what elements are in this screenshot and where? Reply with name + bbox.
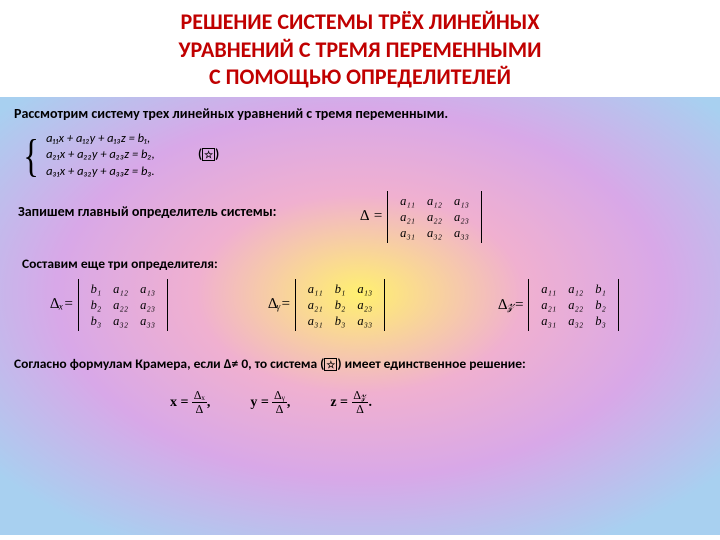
main-determinant-text: Запишем главный определитель системы: — [18, 203, 277, 220]
title-line-2: УРАВНЕНИЙ С ТРЕМЯ ПЕРЕМЕННЫМИ — [20, 36, 700, 64]
equation-1: a₁₁x + a₁₂y + a₁₃z = b₁, — [46, 131, 155, 148]
delta-z-label: ∆𝓏= — [498, 296, 524, 314]
determinant-y: ∆ᵧ= a₁₁b₁a₁₃a₂₁b₂a₂₃a₃₁b₃a₃₃ — [268, 279, 385, 332]
equation-3: a₃₁x + a₃₂y + a₃₃z = b₃. — [46, 164, 155, 181]
equation-2: a₂₁x + a₂₂y + a₂₃z = b₂, — [46, 147, 155, 164]
slide-title: РЕШЕНИЕ СИСТЕМЫ ТРЁХ ЛИНЕЙНЫХ УРАВНЕНИЙ … — [0, 0, 720, 97]
main-matrix: a₁₁a₁₂a₁₃a₂₁a₂₂a₂₃a₃₁a₃₂a₃₃ — [387, 191, 482, 244]
matrix-y: a₁₁b₁a₁₃a₂₁b₂a₂₃a₃₁b₃a₃₃ — [295, 279, 386, 332]
cramer-text-pre: Согласно формулам Крамера, если ∆≠ 0, то… — [14, 355, 324, 372]
star-icon-inline: ☆ — [324, 358, 337, 371]
cramer-formulas: x = ∆ₓ∆, y = ∆ᵧ∆, z = ∆𝓏∆. — [170, 389, 372, 416]
determinant-z: ∆𝓏= a₁₁a₁₂b₁a₂₁a₂₂b₂a₃₁a₃₂b₃ — [498, 279, 619, 332]
title-line-3: С ПОМОЩЬЮ ОПРЕДЕЛИТЕЛЕЙ — [20, 63, 700, 91]
delta-y-label: ∆ᵧ= — [268, 296, 291, 313]
intro-text: Рассмотрим систему трех линейных уравнен… — [14, 105, 448, 122]
main-determinant: ∆ = a₁₁a₁₂a₁₃a₂₁a₂₂a₂₃a₃₁a₃₂a₃₃ — [360, 191, 482, 244]
content-area: Рассмотрим систему трех линейных уравнен… — [0, 97, 720, 535]
cramer-text: Согласно формулам Крамера, если ∆≠ 0, то… — [14, 355, 526, 372]
cramer-text-post: ) имеет единственное решение: — [337, 355, 525, 372]
formula-z: z = ∆𝓏∆. — [330, 389, 372, 416]
title-line-1: РЕШЕНИЕ СИСТЕМЫ ТРЁХ ЛИНЕЙНЫХ — [20, 8, 700, 36]
matrix-x: b₁a₁₂a₁₃b₂a₂₂a₂₃b₃a₃₂a₃₃ — [78, 279, 169, 332]
delta-label: ∆ = — [360, 208, 383, 225]
star-icon: ☆ — [202, 148, 215, 161]
delta-x-label: ∆ₓ= — [50, 296, 74, 313]
formula-y: y = ∆ᵧ∆, — [250, 389, 290, 416]
left-brace-icon: { — [23, 133, 38, 179]
equation-system: { a₁₁x + a₁₂y + a₁₃z = b₁, a₂₁x + a₂₂y +… — [20, 131, 155, 182]
formula-x: x = ∆ₓ∆, — [170, 389, 210, 416]
matrix-z: a₁₁a₁₂b₁a₂₁a₂₂b₂a₃₁a₃₂b₃ — [528, 279, 619, 332]
star-marker: (☆) — [198, 147, 219, 162]
determinant-x: ∆ₓ= b₁a₁₂a₁₃b₂a₂₂a₂₃b₃a₃₂a₃₃ — [50, 279, 168, 332]
three-determinants-text: Составим еще три определителя: — [22, 255, 218, 272]
